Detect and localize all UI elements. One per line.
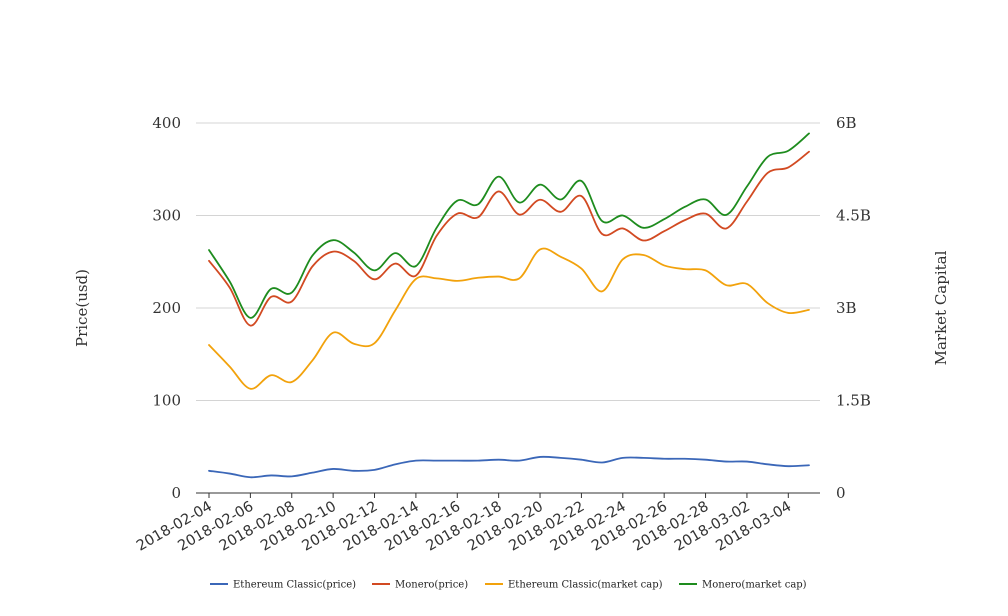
legend-label: Monero(price) — [395, 580, 468, 591]
axes — [196, 492, 820, 498]
y2-tick-label: 6B — [836, 114, 857, 132]
legend-item: Ethereum Classic(market cap) — [485, 580, 663, 591]
series-line-ethereum-classic-price — [208, 455, 810, 479]
series-line-ethereum-classic-market-cap — [208, 247, 810, 390]
y-axis-title: Price(usd) — [73, 269, 91, 347]
y2-axis-title: Market Capital — [932, 250, 950, 365]
legend-label: Ethereum Classic(price) — [233, 580, 356, 591]
gridlines — [196, 122, 820, 401]
legend-item: Monero(market cap) — [679, 580, 807, 591]
y2-tick-label: 4.5B — [836, 207, 871, 225]
legend: Ethereum Classic(price) Monero(price) Ethe… — [210, 580, 807, 591]
y-tick-label: 300 — [152, 207, 181, 225]
x-tick-labels: 2018-02-042018-02-062018-02-082018-02-10… — [134, 499, 794, 555]
y-tick-label: 0 — [171, 484, 181, 502]
series-line-monero-market-cap — [208, 132, 810, 319]
y-tick-label: 100 — [152, 392, 181, 410]
legend-item: Ethereum Classic(price) — [210, 580, 356, 591]
y2-tick-label: 1.5B — [836, 392, 871, 410]
y-tick-labels: 0 100 200 300 400 — [152, 114, 181, 502]
y2-tick-label: 3B — [836, 299, 857, 317]
legend-item: Monero(price) — [372, 580, 468, 591]
y2-tick-labels: 0 1.5B 3B 4.5B 6B — [836, 114, 871, 502]
legend-label: Monero(market cap) — [702, 580, 807, 591]
y-tick-label: 400 — [152, 114, 181, 132]
series-line-monero-price — [208, 150, 810, 327]
series-lines — [208, 132, 810, 479]
y-tick-label: 200 — [152, 299, 181, 317]
y2-tick-label: 0 — [836, 484, 846, 502]
legend-label: Ethereum Classic(market cap) — [508, 580, 663, 591]
